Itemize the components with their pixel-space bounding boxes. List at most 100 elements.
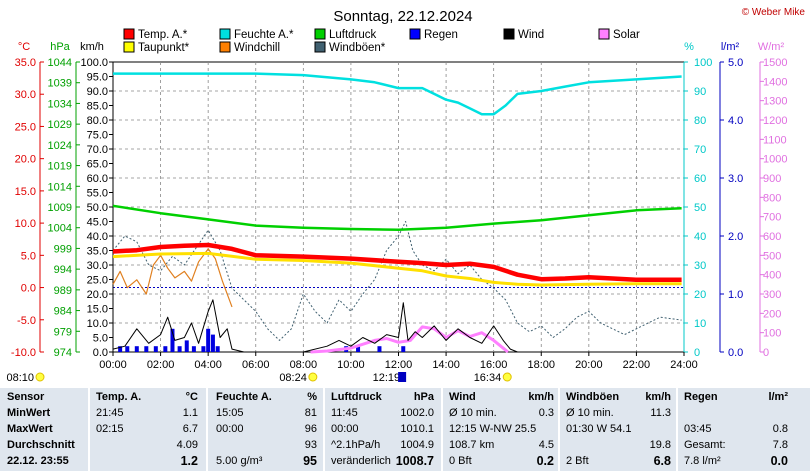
table-cell: 11:45 — [331, 407, 358, 419]
pressure-tick-label: 1034 — [48, 98, 72, 110]
series-temp-a — [112, 242, 682, 283]
series-windb-en — [112, 221, 682, 341]
table-cell: Durchschnitt — [7, 439, 75, 451]
solar-tick-label: 1000 — [763, 154, 787, 166]
speed-tick-label: 45.0 — [87, 217, 108, 229]
solar-tick-label: 1300 — [763, 96, 787, 108]
humidity-tick-label: 80 — [694, 115, 706, 127]
table-cell: Luftdruck — [331, 391, 382, 403]
table-cell: 0 Bft — [449, 455, 472, 467]
temp-tick-label: 30.0 — [15, 89, 36, 101]
pressure-tick-label: 974 — [54, 347, 72, 359]
x-tick-label: 20:00 — [575, 359, 603, 371]
pressure-unit: hPa — [50, 41, 70, 53]
x-tick-label: 10:00 — [337, 359, 365, 371]
sun-marker-label: 08:10 — [6, 372, 34, 384]
rain-bar — [125, 346, 130, 352]
speed-tick-label: 65.0 — [87, 159, 108, 171]
legend-label: Windchill — [234, 42, 280, 54]
humidity-tick-label: 70 — [694, 144, 706, 156]
table-cell: 1004.9 — [400, 439, 434, 451]
rain-bar — [401, 346, 406, 352]
rain-bar — [170, 328, 175, 352]
solar-tick-label: 300 — [763, 289, 781, 301]
temp-tick-label: -10.0 — [11, 347, 36, 359]
table-cell: 95 — [303, 454, 317, 468]
legend-swatch — [219, 28, 231, 40]
rain-bar — [356, 346, 361, 352]
table-cell: Sensor — [7, 391, 45, 403]
legend-label: Luftdruck — [329, 29, 377, 41]
table-cell: Regen — [684, 391, 718, 403]
sun-marker-label: 08:24 — [279, 372, 307, 384]
pressure-tick-label: 1009 — [48, 202, 72, 214]
solar-tick-label: 1500 — [763, 57, 787, 69]
series-luftdruck — [112, 204, 682, 232]
stats-table: Sensor Temp. A. °C Feuchte A.% Luftdruck hPa W… — [0, 388, 810, 471]
legend-label: Regen — [424, 29, 458, 41]
legend-label: Feuchte A.* — [234, 29, 294, 41]
humidity-unit: % — [684, 41, 694, 53]
solar-tick-label: 700 — [763, 212, 781, 224]
table-cell: Ø 10 min. — [449, 407, 497, 419]
x-tick-label: 18:00 — [527, 359, 555, 371]
rain-tick-label: 4.0 — [728, 115, 743, 127]
humidity-tick-label: 60 — [694, 173, 706, 185]
table-cell: hPa — [413, 391, 434, 403]
rain-tick-label: 1.0 — [728, 289, 743, 301]
rain-bar — [153, 346, 158, 352]
table-cell: km/h — [645, 391, 671, 403]
table-cell: 02:15 — [96, 423, 124, 435]
series-feuchte-a — [113, 72, 682, 116]
rain-tick-label: 3.0 — [728, 173, 743, 185]
temp-unit: °C — [18, 41, 30, 53]
rain-bar — [134, 346, 139, 352]
speed-tick-label: 30.0 — [87, 260, 108, 272]
table-cell: 0.2 — [536, 454, 554, 468]
table-row: Durchschnitt 4.09 93 ^2.1hPa/h 1004.9 108.7 k… — [0, 438, 810, 453]
sun-marker-label: 12:19 — [373, 372, 401, 384]
speed-tick-label: 50.0 — [87, 202, 108, 214]
speed-tick-label: 80.0 — [87, 115, 108, 127]
sun-icon — [502, 372, 512, 382]
table-cell: 1.1 — [182, 407, 198, 419]
table-cell: 15:05 — [216, 407, 244, 419]
credit-text: © Weber Mike — [742, 7, 806, 18]
x-tick-label: 08:00 — [290, 359, 318, 371]
table-row: Sensor Temp. A. °C Feuchte A.% Luftdruck hPa W… — [0, 390, 810, 405]
temp-tick-label: 35.0 — [15, 57, 36, 69]
pressure-tick-label: 989 — [54, 285, 72, 297]
table-cell: 4.09 — [176, 439, 198, 451]
table-cell: 93 — [304, 439, 317, 451]
temp-tick-label: 25.0 — [15, 121, 36, 133]
series-taupunkt — [112, 251, 682, 287]
pressure-tick-label: 1029 — [48, 119, 72, 131]
table-cell: veränderlich — [331, 455, 391, 467]
legend-swatch — [219, 41, 231, 53]
table-row: 22.12. 23:55 1.2 5.00 g/m³ 95 veränderlich 10… — [0, 454, 810, 469]
solar-tick-label: 200 — [763, 308, 781, 320]
x-tick-label: 16:00 — [480, 359, 508, 371]
speed-tick-label: 40.0 — [87, 231, 108, 243]
x-tick-label: 04:00 — [194, 359, 222, 371]
legend-label: Wind — [518, 29, 544, 41]
sun-markers: 08:10 08:24 12:19 16:34 — [6, 372, 512, 384]
table-cell: 0.0 — [770, 454, 788, 468]
humidity-tick-label: 90 — [694, 86, 706, 98]
speed-tick-label: 90.0 — [87, 86, 108, 98]
solar-tick-label: 1400 — [763, 76, 787, 88]
table-cell: % — [307, 391, 317, 403]
sun-marker-label: 16:34 — [474, 372, 502, 384]
pressure-tick-label: 1044 — [48, 57, 72, 69]
temp-tick-label: 15.0 — [15, 186, 36, 198]
pressure-tick-label: 1014 — [48, 181, 72, 193]
solar-tick-label: 400 — [763, 270, 781, 282]
x-tick-label: 14:00 — [432, 359, 460, 371]
temp-tick-label: 10.0 — [15, 218, 36, 230]
speed-tick-label: 55.0 — [87, 188, 108, 200]
table-cell: MaxWert — [7, 423, 53, 435]
table-cell: Temp. A. — [96, 391, 142, 403]
legend-label: Solar — [613, 29, 640, 41]
pressure-tick-label: 1039 — [48, 78, 72, 90]
rain-bar — [215, 346, 220, 352]
